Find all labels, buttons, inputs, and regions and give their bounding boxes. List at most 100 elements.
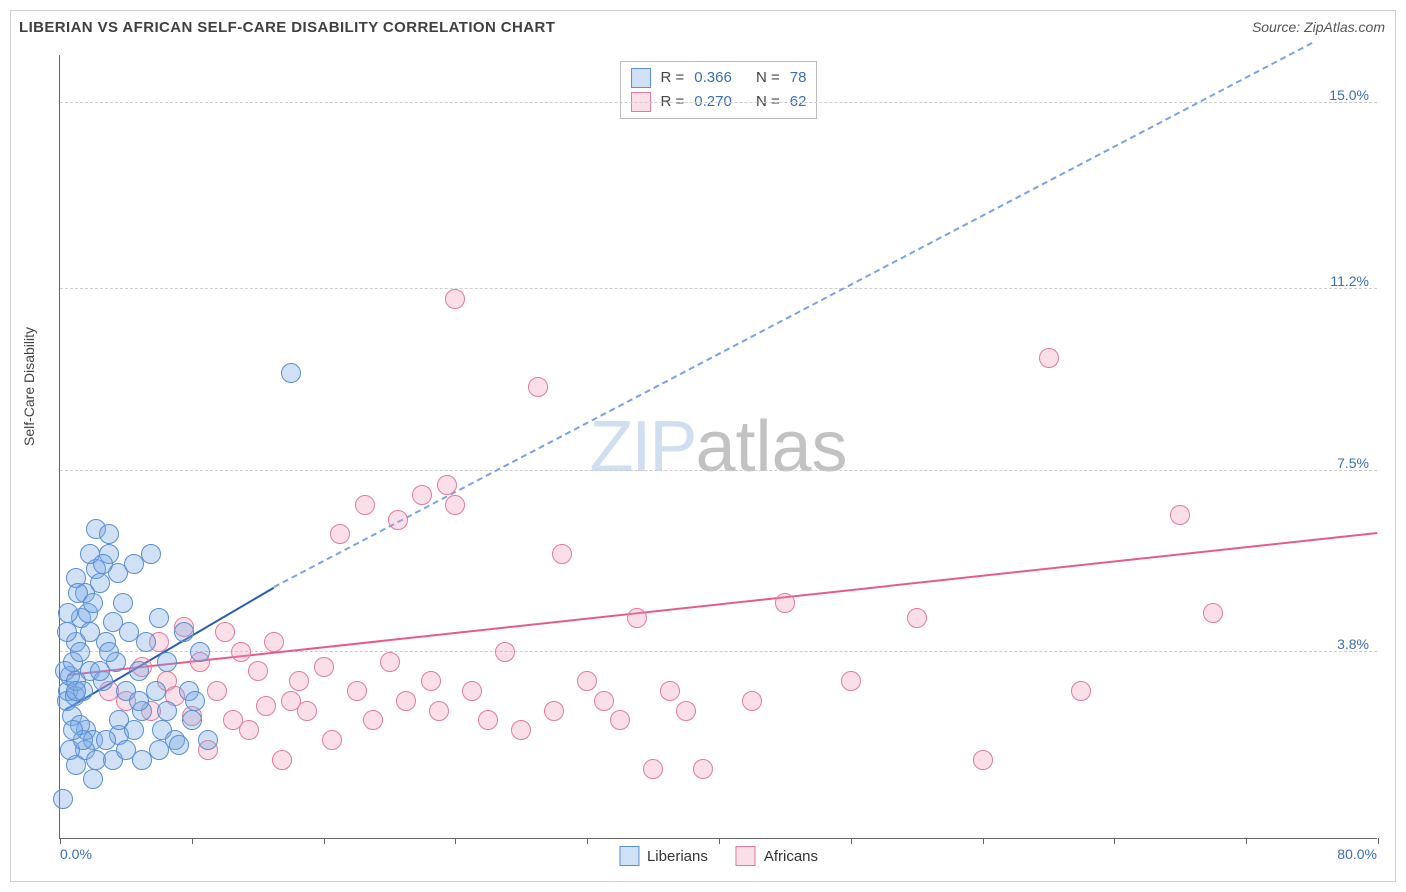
data-point: [1039, 348, 1059, 368]
x-tick: [192, 838, 193, 844]
y-tick-label: 15.0%: [1329, 87, 1369, 103]
data-point: [445, 495, 465, 515]
data-point: [478, 710, 498, 730]
data-point: [528, 377, 548, 397]
data-point: [297, 701, 317, 721]
data-point: [96, 730, 116, 750]
swatch-icon: [619, 846, 639, 866]
stats-box: R = 0.366 N = 78 R = 0.270 N = 62: [620, 61, 818, 119]
data-point: [429, 701, 449, 721]
data-point: [149, 608, 169, 628]
data-point: [412, 485, 432, 505]
data-point: [113, 593, 133, 613]
data-point: [80, 622, 100, 642]
data-point: [594, 691, 614, 711]
data-point: [388, 510, 408, 530]
x-tick: [851, 838, 852, 844]
data-point: [363, 710, 383, 730]
x-tick-label-min: 0.0%: [60, 846, 92, 862]
stat-n-value: 78: [790, 66, 807, 90]
watermark-part-b: atlas: [695, 407, 847, 487]
y-tick-label: 11.2%: [1330, 273, 1369, 289]
y-axis-label: Self-Care Disability: [21, 327, 37, 446]
gridline: [60, 470, 1377, 471]
data-point: [185, 691, 205, 711]
x-tick: [719, 838, 720, 844]
data-point: [643, 759, 663, 779]
data-point: [57, 622, 77, 642]
legend-label: Africans: [764, 848, 818, 865]
watermark-part-a: ZIP: [589, 407, 695, 487]
trend-line: [68, 532, 1378, 676]
data-point: [421, 671, 441, 691]
data-point: [742, 691, 762, 711]
stat-n-label: N =: [756, 66, 780, 90]
data-point: [215, 622, 235, 642]
data-point: [495, 642, 515, 662]
data-point: [248, 661, 268, 681]
data-point: [330, 524, 350, 544]
data-point: [355, 495, 375, 515]
y-tick-label: 3.8%: [1337, 636, 1369, 652]
watermark: ZIPatlas: [589, 406, 847, 488]
legend-item: Liberians: [619, 846, 708, 866]
data-point: [347, 681, 367, 701]
data-point: [190, 642, 210, 662]
x-tick: [1246, 838, 1247, 844]
data-point: [610, 710, 630, 730]
data-point: [322, 730, 342, 750]
data-point: [907, 608, 927, 628]
data-point: [272, 750, 292, 770]
plot-area: ZIPatlas R = 0.366 N = 78 R = 0.270 N = …: [59, 55, 1377, 839]
stat-r-value: 0.366: [694, 66, 732, 90]
data-point: [256, 696, 276, 716]
data-point: [83, 769, 103, 789]
data-point: [281, 363, 301, 383]
swatch-icon: [631, 68, 651, 88]
gridline: [60, 651, 1377, 652]
x-tick: [324, 838, 325, 844]
data-point: [70, 642, 90, 662]
data-point: [129, 691, 149, 711]
data-point: [314, 657, 334, 677]
data-point: [136, 632, 156, 652]
data-point: [99, 642, 119, 662]
data-point: [775, 593, 795, 613]
data-point: [63, 720, 83, 740]
data-point: [289, 671, 309, 691]
data-point: [149, 740, 169, 760]
data-point: [53, 789, 73, 809]
data-point: [239, 720, 259, 740]
data-point: [380, 652, 400, 672]
x-tick: [60, 838, 61, 844]
data-point: [693, 759, 713, 779]
data-point: [93, 554, 113, 574]
data-point: [660, 681, 680, 701]
data-point: [511, 720, 531, 740]
data-point: [169, 735, 189, 755]
data-point: [544, 701, 564, 721]
data-point: [83, 593, 103, 613]
x-tick: [455, 838, 456, 844]
data-point: [90, 661, 110, 681]
data-point: [174, 622, 194, 642]
trend-line: [274, 42, 1313, 588]
data-point: [1203, 603, 1223, 623]
data-point: [676, 701, 696, 721]
x-tick: [1114, 838, 1115, 844]
data-point: [141, 544, 161, 564]
data-point: [396, 691, 416, 711]
data-point: [445, 289, 465, 309]
bottom-legend: Liberians Africans: [619, 846, 818, 866]
stat-r-label: R =: [661, 66, 685, 90]
data-point: [1170, 505, 1190, 525]
x-tick: [1378, 838, 1379, 844]
gridline: [60, 288, 1377, 289]
data-point: [462, 681, 482, 701]
chart-title: LIBERIAN VS AFRICAN SELF-CARE DISABILITY…: [19, 19, 555, 36]
chart-container: LIBERIAN VS AFRICAN SELF-CARE DISABILITY…: [10, 10, 1396, 882]
data-point: [973, 750, 993, 770]
data-point: [231, 642, 251, 662]
data-point: [627, 608, 647, 628]
data-point: [182, 710, 202, 730]
